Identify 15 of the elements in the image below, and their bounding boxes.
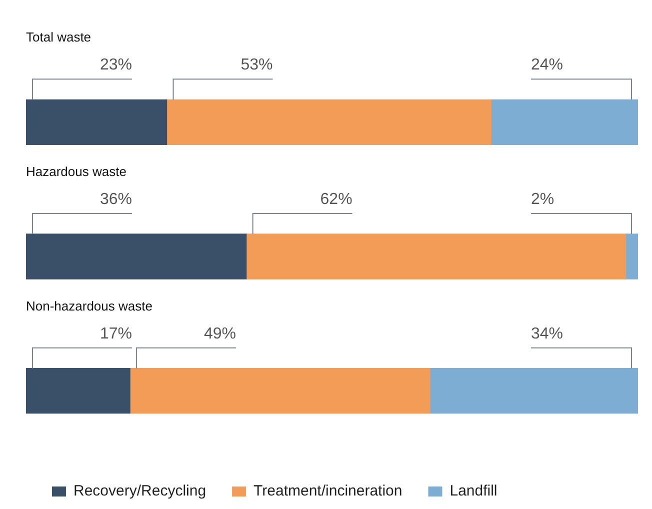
data-label: 17%	[100, 325, 132, 342]
data-label: 49%	[204, 325, 236, 342]
legend-label: Treatment/incineration	[254, 482, 402, 500]
data-label: 36%	[100, 191, 132, 208]
data-label: 53%	[240, 56, 273, 74]
data-label: 23%	[100, 56, 132, 74]
data-label: 34%	[531, 325, 564, 342]
legend-label: Recovery/Recycling	[74, 482, 206, 500]
y-tick-label: Non-hazardous waste	[26, 298, 152, 314]
data-label: 24%	[531, 56, 564, 74]
legend-label: Landfill	[450, 482, 498, 500]
data-label: 2%	[531, 191, 554, 208]
y-tick-label: Hazardous waste	[26, 164, 126, 179]
y-tick-label: Total waste	[26, 30, 92, 45]
data-label: 62%	[320, 191, 352, 208]
